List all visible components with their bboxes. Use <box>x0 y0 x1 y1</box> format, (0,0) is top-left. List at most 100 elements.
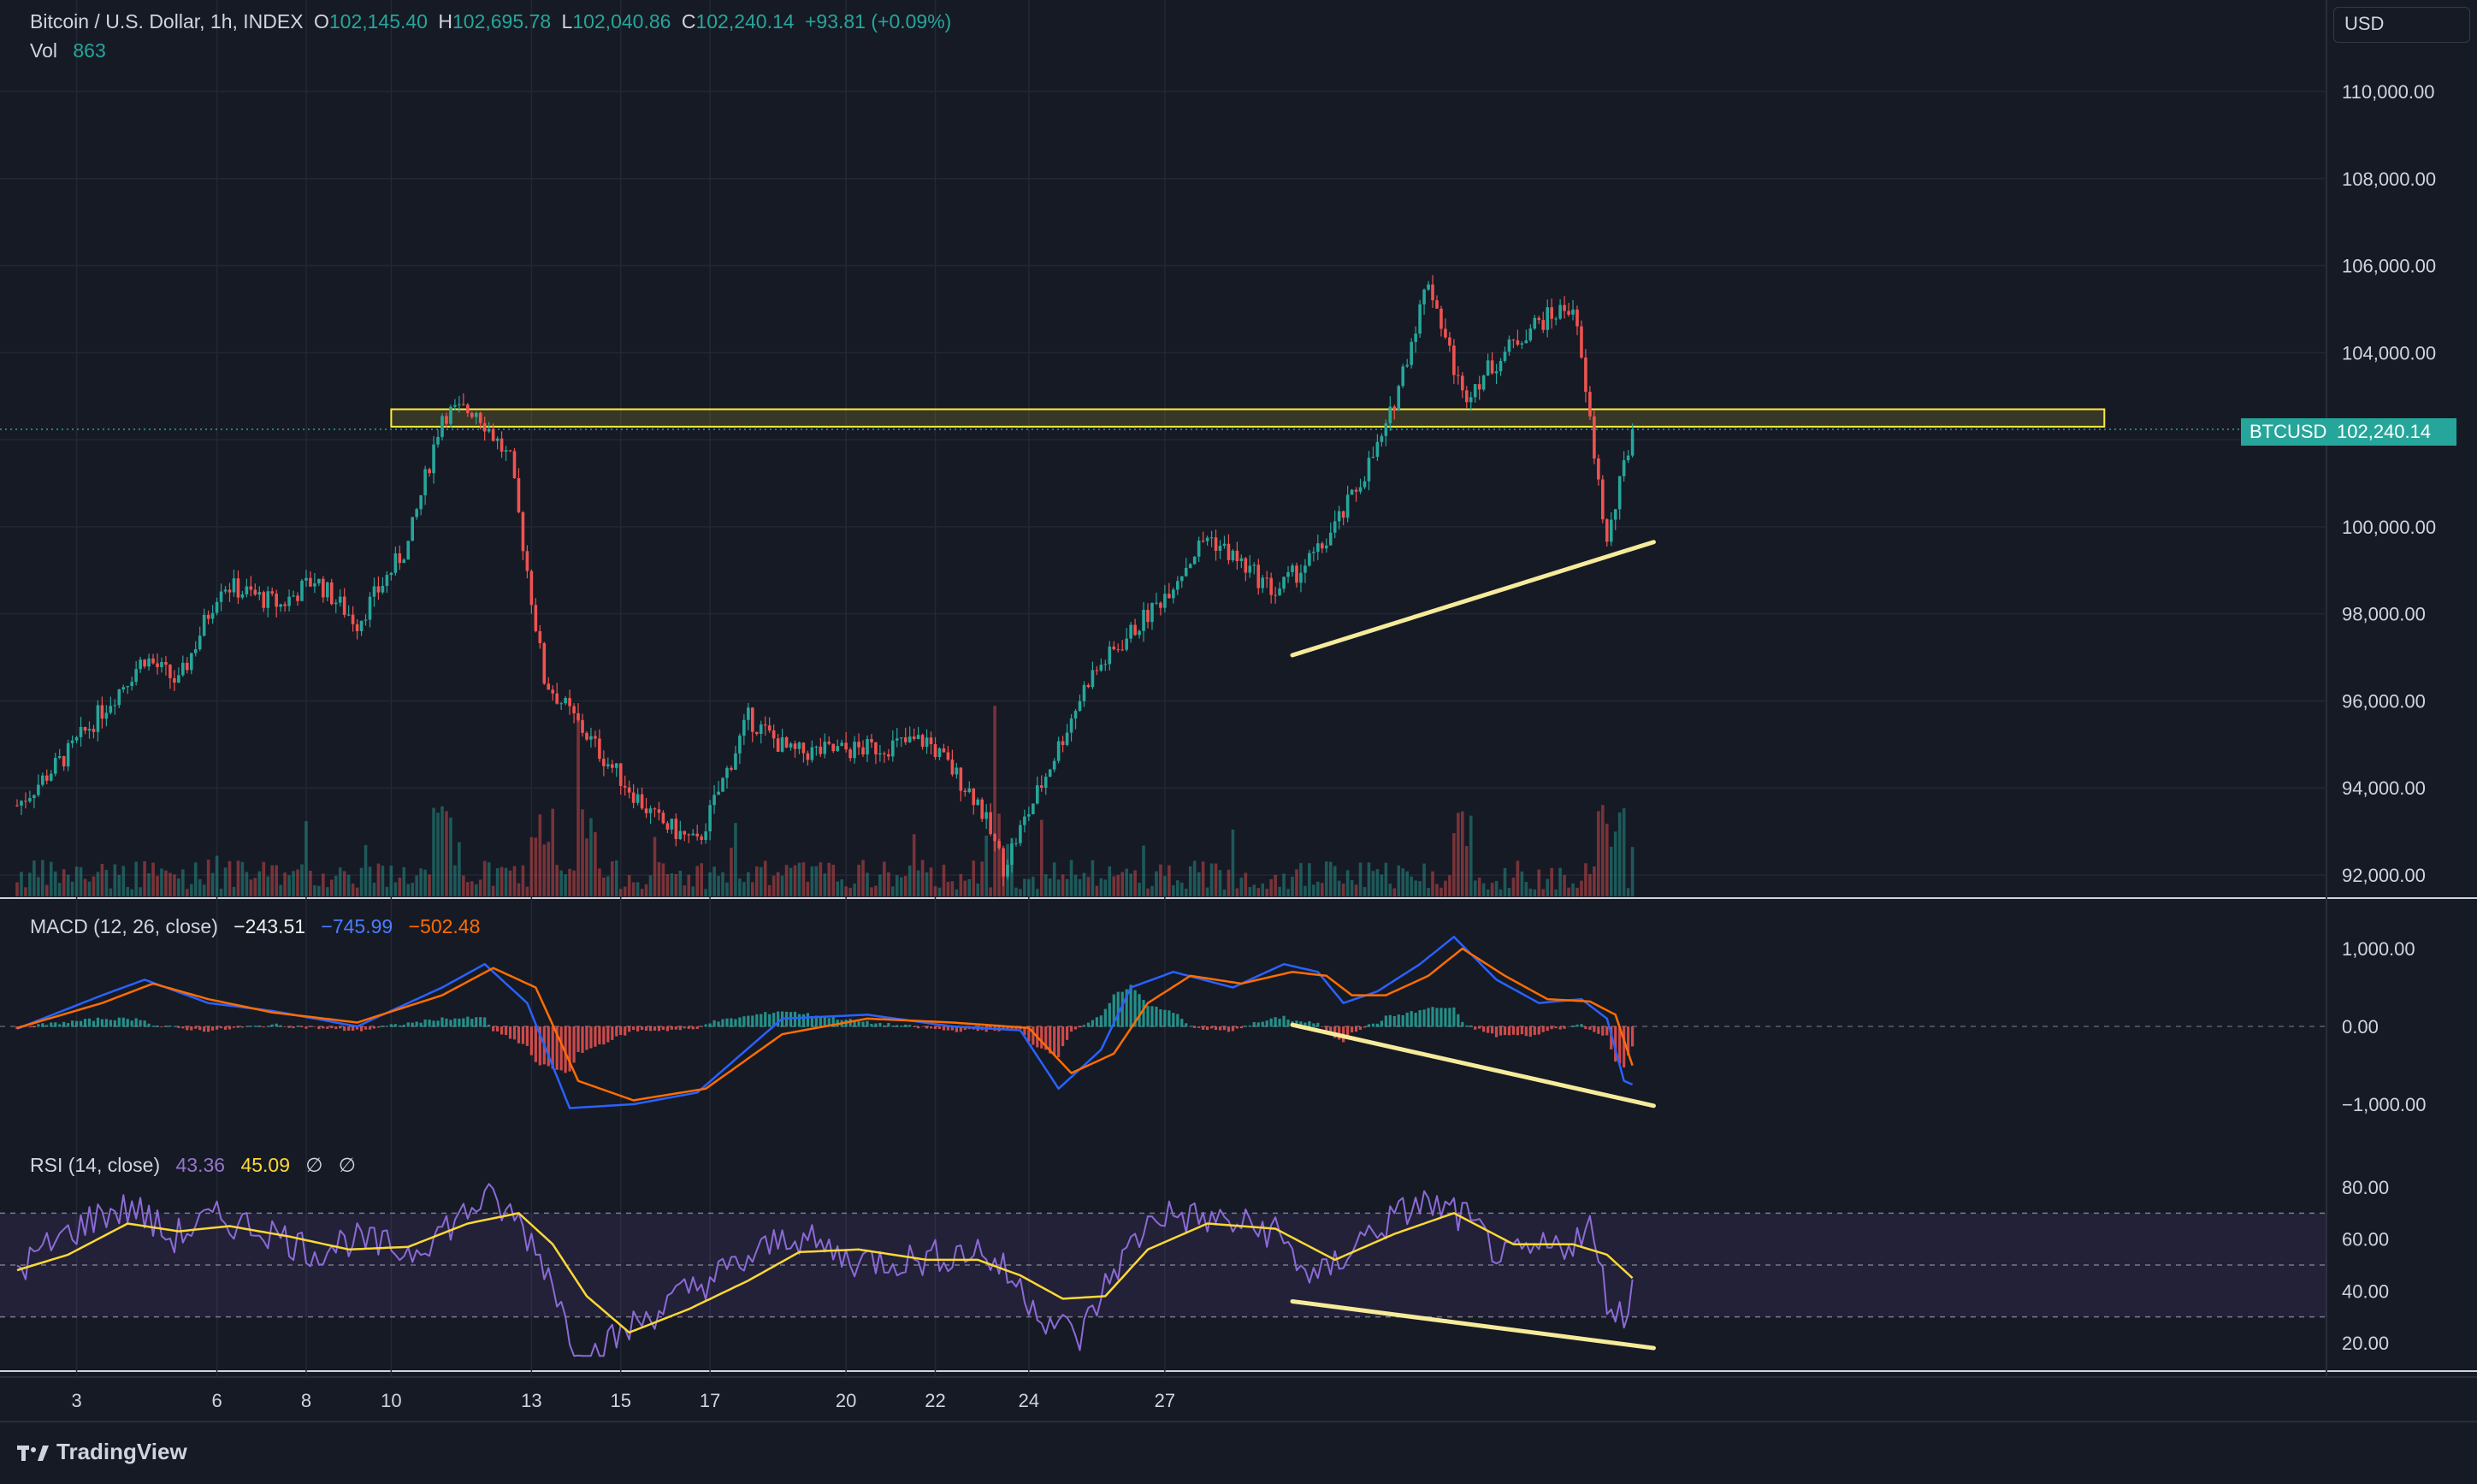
macd-hist-bar <box>458 1018 461 1027</box>
macd-hist-bar <box>594 1026 597 1047</box>
macd-hist-bar <box>67 1023 70 1027</box>
volume-bar <box>1503 867 1507 896</box>
candle-body <box>504 450 508 452</box>
candle-body <box>355 624 359 631</box>
rsi-tick-label: 80.00 <box>2342 1177 2389 1198</box>
ticker-tag: BTCUSD <box>2241 418 2336 446</box>
macd-hist-bar <box>887 1023 890 1027</box>
volume-bar <box>1209 863 1214 896</box>
time-tick-label: 10 <box>381 1390 401 1411</box>
volume-bar <box>1571 883 1575 896</box>
candle-body <box>631 792 636 803</box>
volume-bar <box>1091 860 1095 896</box>
volume-bar <box>725 882 729 896</box>
volume-bar <box>139 887 142 896</box>
candle-body <box>1073 711 1078 719</box>
volume-bar <box>793 865 797 896</box>
volume-bar <box>1286 889 1290 896</box>
macd-hist-bar <box>611 1026 614 1040</box>
candle-body <box>1125 638 1128 650</box>
macd-hist-bar <box>955 1026 958 1032</box>
macd-hist-bar <box>393 1024 397 1027</box>
volume-bar <box>1511 878 1516 896</box>
candle-body <box>1261 577 1265 588</box>
volume-bar <box>980 861 984 896</box>
volume-bar <box>912 834 916 896</box>
macd-hist-bar <box>810 1015 813 1027</box>
volume-bar <box>156 875 159 896</box>
tradingview-logo[interactable]: TradingView <box>17 1439 187 1465</box>
volume-bar <box>113 864 117 896</box>
macd-hist-bar <box>1588 1026 1592 1031</box>
candle-body <box>104 712 109 719</box>
volume-bar <box>389 866 393 896</box>
candle-body <box>912 736 916 739</box>
candle-body <box>585 732 588 740</box>
high-label: H <box>438 10 452 33</box>
macd-hist-bar <box>589 1026 593 1049</box>
candle-body <box>1082 684 1086 701</box>
candle-body <box>1155 602 1158 604</box>
volume-bar <box>415 875 418 896</box>
macd-hist-bar <box>657 1026 661 1032</box>
macd-hist-bar <box>436 1020 440 1027</box>
candle-body <box>1477 384 1481 390</box>
volume-bar <box>555 865 559 896</box>
price-tick-label: 106,000.00 <box>2342 256 2436 277</box>
currency-button[interactable]: USD <box>2333 7 2470 43</box>
candle-body <box>1537 317 1541 321</box>
macd-hist-bar <box>1580 1024 1583 1027</box>
macd-hist-bar <box>33 1026 36 1028</box>
macd-hist-bar <box>1597 1026 1600 1034</box>
macd-hist-bar <box>245 1026 248 1027</box>
candle-body <box>512 451 517 479</box>
volume-bar <box>1235 888 1239 896</box>
volume-bar <box>1613 831 1617 896</box>
volume-bar <box>653 837 657 896</box>
candle-body <box>589 736 593 740</box>
volume-bar <box>640 889 644 896</box>
candle-body <box>1256 565 1261 588</box>
candle-body <box>1324 545 1328 549</box>
volume-bar <box>151 862 155 896</box>
volume-bar <box>585 838 588 896</box>
volume-bar <box>275 865 278 896</box>
candle-body <box>262 592 266 608</box>
candle-body <box>891 740 895 757</box>
time-tick-label: 22 <box>925 1390 945 1411</box>
volume-bar <box>695 866 699 896</box>
macd-tick-label: −1,000.00 <box>2342 1094 2426 1115</box>
candle-body <box>1464 390 1469 403</box>
candle-body <box>538 630 542 643</box>
candle-body <box>874 742 878 755</box>
volume-bar <box>193 862 198 896</box>
volume-bar <box>423 869 427 896</box>
candle-body <box>517 478 521 512</box>
volume-bar <box>1397 865 1401 896</box>
volume-bar <box>1464 846 1469 896</box>
volume-bar <box>198 878 202 896</box>
candle-body <box>1341 511 1345 518</box>
candle-body <box>1069 718 1073 733</box>
candle-body <box>529 571 534 606</box>
volume-bar <box>717 875 720 896</box>
candle-body <box>113 705 117 707</box>
candle-body <box>1043 777 1048 788</box>
candle-body <box>1019 825 1022 843</box>
volume-bar <box>644 884 648 896</box>
candle-body <box>1550 307 1553 319</box>
volume-bar <box>474 884 478 896</box>
volume-bar <box>1537 869 1541 896</box>
volume-bar <box>1256 888 1261 896</box>
candle-body <box>823 742 827 754</box>
volume-bar <box>525 886 529 896</box>
macd-hist-bar <box>406 1022 410 1027</box>
price-trendline <box>1290 540 1656 658</box>
time-tick-label: 3 <box>71 1390 81 1411</box>
volume-bar <box>1125 868 1128 896</box>
macd-hist-bar <box>1490 1026 1494 1034</box>
macd-hist-bar <box>1282 1015 1286 1027</box>
candle-body <box>470 412 474 417</box>
macd-hist-bar <box>173 1026 176 1027</box>
